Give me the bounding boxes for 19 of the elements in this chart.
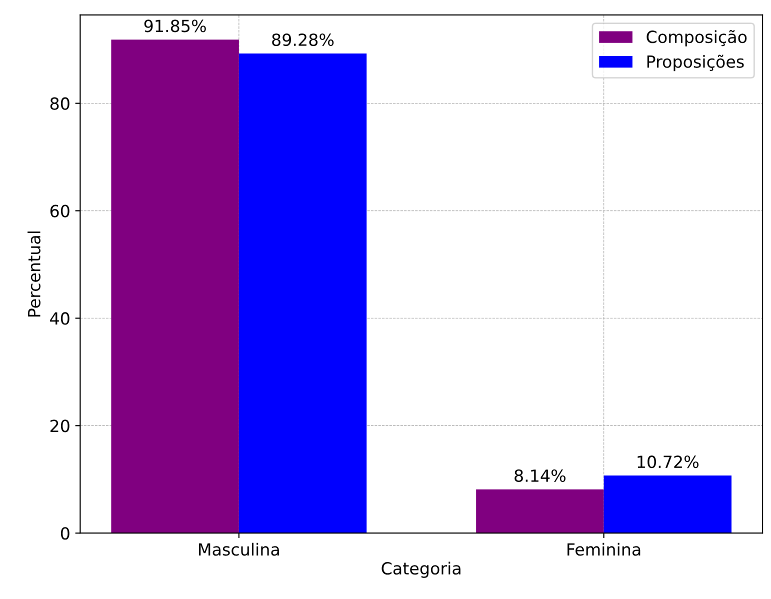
x-tick-label: Masculina (199, 542, 279, 556)
bar (604, 476, 732, 534)
y-tick-label: 80 (50, 97, 70, 110)
data-label: 89.28% (272, 33, 334, 46)
y-tick-label: 0 (60, 527, 70, 540)
data-label: 91.85% (144, 20, 206, 32)
bar (476, 489, 604, 534)
x-axis-title: Categoria (382, 562, 460, 578)
legend-label: Composição (646, 30, 747, 46)
bar (238, 53, 367, 534)
data-label: 8.14% (514, 469, 566, 482)
data-label: 10.72% (638, 456, 699, 468)
bar (111, 40, 239, 534)
x-tick-label: Feminina (568, 542, 640, 556)
y-tick-label: 40 (50, 312, 70, 325)
y-tick-label: 20 (50, 420, 70, 432)
legend-label: Proposições (647, 54, 744, 72)
y-axis-title: Percentual (28, 232, 40, 316)
y-tick-label: 60 (50, 204, 70, 218)
